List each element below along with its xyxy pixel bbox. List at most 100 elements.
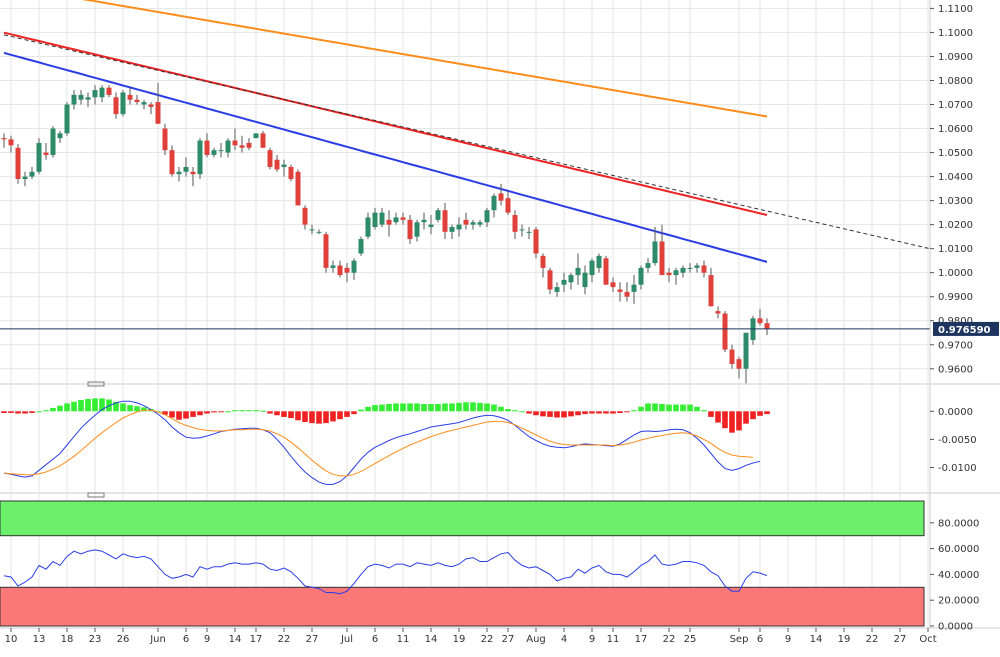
- candle-body: [421, 219, 427, 223]
- macd-histogram-bar: [694, 406, 700, 412]
- macd-histogram-bar: [722, 411, 728, 429]
- macd-histogram-bar: [85, 398, 91, 412]
- candle-body: [547, 270, 553, 290]
- macd-histogram-bar: [414, 403, 420, 412]
- macd-histogram-bar: [351, 411, 357, 415]
- oversold-zone: [0, 586, 925, 627]
- macd-histogram-bar: [428, 403, 434, 412]
- candle-body: [379, 212, 385, 225]
- macd-histogram-bar: [302, 411, 308, 422]
- x-tick-label: 22: [481, 634, 494, 645]
- candle-body: [715, 311, 721, 314]
- candle-body: [323, 234, 329, 268]
- candle-body: [512, 215, 518, 232]
- candle-body: [575, 267, 581, 276]
- candle-body: [757, 318, 763, 324]
- candle-body: [435, 210, 441, 220]
- macd-histogram-bar: [743, 411, 749, 424]
- candle-body: [1, 138, 7, 140]
- candle-body: [8, 139, 14, 146]
- candle-body: [400, 217, 406, 220]
- axes: 0.9600 0.9700 0.9800 0.9900 1.0000 1.0100 1.02…: [5, 0, 999, 645]
- macd-histogram-bar: [582, 411, 588, 415]
- x-tick-label: Aug: [526, 634, 546, 645]
- macd-histogram-bar: [519, 411, 525, 413]
- macd-histogram-bar: [498, 406, 504, 412]
- candle-body: [176, 171, 182, 175]
- macd-histogram-bar: [211, 411, 217, 413]
- macd-histogram-bar: [645, 403, 651, 412]
- candle-body: [610, 282, 616, 288]
- price-y-tick-label: 1.0700: [938, 100, 973, 111]
- x-tick-label: 27: [306, 634, 319, 645]
- candle-body: [232, 140, 238, 146]
- macd-histogram-bar: [337, 411, 343, 420]
- moving-average-line: [82, 0, 768, 118]
- price-y-tick-label: 1.0400: [938, 172, 973, 183]
- macd-y-tick-label: -0.0050: [938, 435, 977, 446]
- candle-body: [582, 272, 588, 288]
- macd-histogram-bar: [505, 409, 511, 412]
- macd-histogram-bar: [22, 411, 28, 414]
- rsi-y-tick-label: 60.0000: [938, 544, 979, 555]
- macd-histogram-bar: [113, 401, 119, 412]
- macd-histogram-bar: [330, 411, 336, 422]
- candle-body: [701, 265, 707, 273]
- price-y-tick-label: 1.1000: [938, 28, 973, 39]
- x-tick-label: Oct: [919, 634, 936, 645]
- candle-body: [561, 279, 567, 285]
- candle-body: [659, 241, 665, 276]
- candle-body: [120, 92, 126, 115]
- candle-body: [57, 133, 63, 139]
- macd-histogram-bar: [393, 403, 399, 412]
- macd-histogram-bar: [715, 411, 721, 423]
- x-tick-label: 9: [204, 634, 210, 645]
- candle-body: [71, 94, 77, 105]
- candle-body: [456, 224, 462, 230]
- macd-histogram-bar: [638, 406, 644, 412]
- macd-histogram-bar: [568, 411, 574, 417]
- candle-body: [596, 255, 602, 268]
- candle-body: [239, 145, 245, 148]
- macd-histogram-bar: [288, 411, 294, 419]
- candle-body: [302, 207, 308, 225]
- macd-histogram-bar: [400, 403, 406, 412]
- macd-histogram-bar: [246, 410, 252, 412]
- candle-body: [36, 142, 42, 172]
- price-y-tick-label: 1.1100: [938, 4, 973, 15]
- x-tick-label: 18: [61, 634, 74, 645]
- candle-body: [617, 289, 623, 292]
- x-tick-label: 13: [33, 634, 46, 645]
- candle-body: [211, 150, 217, 155]
- macd-histogram-bar: [197, 411, 203, 416]
- macd-histogram-bar: [127, 405, 133, 412]
- candle-body: [351, 260, 357, 273]
- macd-histogram-bar: [421, 403, 427, 412]
- macd-histogram-bar: [687, 404, 693, 412]
- candle-body: [29, 171, 35, 177]
- candle-body: [372, 212, 378, 228]
- rsi-line: [3, 549, 768, 595]
- macd-histogram-bar: [134, 406, 140, 412]
- candle-body: [652, 241, 658, 264]
- candle-body: [64, 104, 70, 134]
- macd-histogram-bar: [596, 411, 602, 414]
- candle-body: [92, 90, 98, 98]
- macd-histogram-bar: [344, 411, 350, 417]
- candle-body: [22, 176, 28, 179]
- macd-histogram-bar: [379, 404, 385, 412]
- macd-histogram-bar: [225, 411, 231, 413]
- x-tick-label: 17: [250, 634, 263, 645]
- candle-body: [764, 323, 770, 330]
- last-price-label: 0.976590: [938, 325, 991, 336]
- candle-body: [645, 263, 651, 268]
- macd-histogram-bar: [141, 407, 147, 412]
- candle-body: [393, 217, 399, 223]
- rsi-y-tick-label: 0.0000: [938, 622, 973, 633]
- macd-histogram-bar: [372, 405, 378, 412]
- macd-histogram-bar: [407, 403, 413, 412]
- candle-body: [225, 140, 231, 153]
- x-tick-label: Jun: [149, 634, 166, 645]
- candle-body: [15, 147, 21, 179]
- macd-line: [3, 400, 761, 485]
